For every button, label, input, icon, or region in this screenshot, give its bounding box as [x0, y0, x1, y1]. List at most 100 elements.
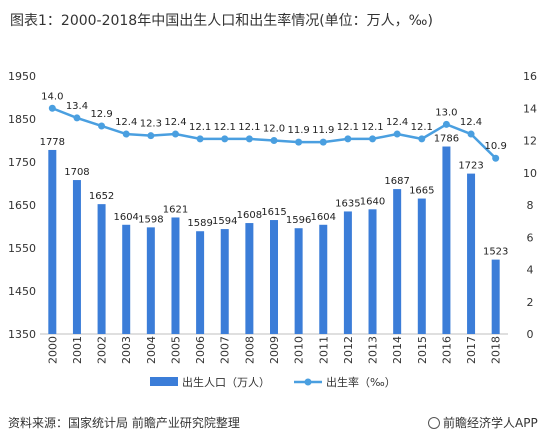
y-right-tick-label: 6	[527, 231, 534, 244]
line-value-label: 12.1	[337, 122, 359, 133]
bar-value-label: 1687	[384, 176, 409, 187]
chart-title: 图表1：2000-2018年中国出生人口和出生率情况(单位：万人，‰)	[10, 13, 433, 29]
line-point	[196, 135, 204, 143]
line-value-label: 12.0	[263, 124, 285, 135]
line-value-label: 11.9	[312, 125, 334, 136]
bar	[491, 259, 500, 334]
bar	[270, 220, 278, 334]
line-point	[393, 130, 401, 138]
line-value-label: 12.4	[460, 117, 482, 128]
x-tick-label: 2009	[268, 336, 281, 364]
bar-value-label: 1778	[40, 137, 65, 148]
x-tick-label: 2013	[367, 336, 380, 364]
bar-value-label: 1604	[311, 212, 336, 223]
line-value-label: 12.1	[238, 122, 260, 133]
brand-logo-icon	[428, 417, 440, 429]
x-tick-label: 2000	[46, 336, 59, 364]
line-point	[245, 135, 253, 143]
line-point	[369, 135, 377, 143]
x-tick-label: 2008	[243, 336, 256, 364]
line-value-label: 13.0	[435, 107, 457, 118]
legend-line-label: 出生率（‰）	[326, 375, 396, 389]
line-value-label: 10.9	[485, 141, 507, 152]
bar-value-label: 1621	[163, 204, 188, 215]
y-left-tick-label: 1450	[8, 285, 36, 298]
line-point	[73, 114, 81, 122]
bar-value-label: 1594	[212, 216, 237, 227]
bar-value-label: 1635	[335, 198, 360, 209]
line-point	[442, 120, 450, 128]
bar-value-label: 1708	[64, 167, 89, 178]
x-tick-label: 2016	[440, 336, 453, 364]
bar-value-label: 1652	[89, 191, 114, 202]
line-point	[418, 135, 426, 143]
bar-value-label: 1598	[138, 214, 163, 225]
x-tick-label: 2017	[465, 336, 478, 364]
bar	[368, 209, 377, 334]
line-value-label: 14.0	[41, 91, 63, 102]
bar	[319, 224, 328, 334]
bar	[220, 229, 229, 334]
bar-value-label: 1786	[434, 134, 459, 145]
line-point	[147, 132, 155, 140]
y-right-tick-label: 2	[527, 296, 534, 309]
line-value-label: 12.4	[386, 117, 408, 128]
line-value-label: 12.4	[115, 117, 137, 128]
bar	[171, 217, 180, 334]
y-left-tick-label: 1650	[8, 199, 36, 212]
x-tick-label: 2006	[194, 336, 207, 364]
bar	[294, 228, 303, 334]
x-tick-label: 2005	[169, 336, 182, 364]
bar	[393, 189, 402, 334]
y-left-tick-label: 1850	[8, 113, 36, 126]
y-right-tick-label: 12	[523, 135, 537, 148]
y-left-tick-label: 1350	[8, 328, 36, 341]
x-tick-label: 2010	[293, 336, 306, 364]
y-left-tick-label: 1550	[8, 242, 36, 255]
x-tick-label: 2011	[317, 336, 330, 364]
x-tick-label: 2004	[145, 336, 158, 364]
line-value-label: 12.3	[140, 119, 162, 130]
line-point	[270, 137, 278, 144]
bar-value-label: 1665	[409, 186, 434, 197]
line-value-label: 12.9	[90, 109, 112, 120]
bar	[245, 223, 254, 334]
line-point	[122, 130, 130, 138]
line-point	[171, 130, 179, 138]
line-value-label: 12.1	[189, 122, 211, 133]
line-value-label: 13.4	[66, 101, 88, 112]
bar-value-label: 1523	[483, 247, 508, 258]
y-right-tick-label: 10	[523, 167, 537, 180]
bar	[122, 224, 131, 334]
brand-label: 前瞻经济学人APP	[443, 416, 538, 430]
bar	[97, 204, 106, 334]
y-right-tick-label: 8	[527, 199, 534, 212]
line-point	[344, 135, 352, 143]
x-tick-label: 2018	[490, 336, 503, 364]
bar-value-label: 1615	[261, 207, 286, 218]
x-tick-label: 2003	[120, 336, 133, 364]
x-tick-label: 2002	[96, 336, 109, 364]
source-note: 资料来源：国家统计局 前瞻产业研究院整理	[8, 416, 240, 430]
bar-value-label: 1589	[187, 218, 212, 229]
line-value-label: 12.1	[214, 122, 236, 133]
y-left-tick-label: 1950	[8, 70, 36, 83]
line-value-label: 12.1	[361, 122, 383, 133]
line-value-label: 12.1	[411, 122, 433, 133]
bar	[442, 146, 451, 334]
legend-bar-label: 出生人口（万人）	[182, 375, 270, 389]
bar	[417, 198, 426, 334]
bar	[343, 211, 352, 334]
x-tick-label: 2012	[342, 336, 355, 364]
y-right-tick-label: 16	[523, 70, 537, 83]
y-left-tick-label: 1750	[8, 156, 36, 169]
y-right-tick-label: 14	[523, 102, 537, 115]
line-point	[48, 104, 56, 112]
bar	[467, 173, 476, 334]
line-point	[295, 138, 303, 146]
x-tick-label: 2007	[219, 336, 232, 364]
line-point	[319, 138, 327, 146]
bar	[72, 180, 81, 334]
y-right-tick-label: 0	[527, 328, 534, 341]
